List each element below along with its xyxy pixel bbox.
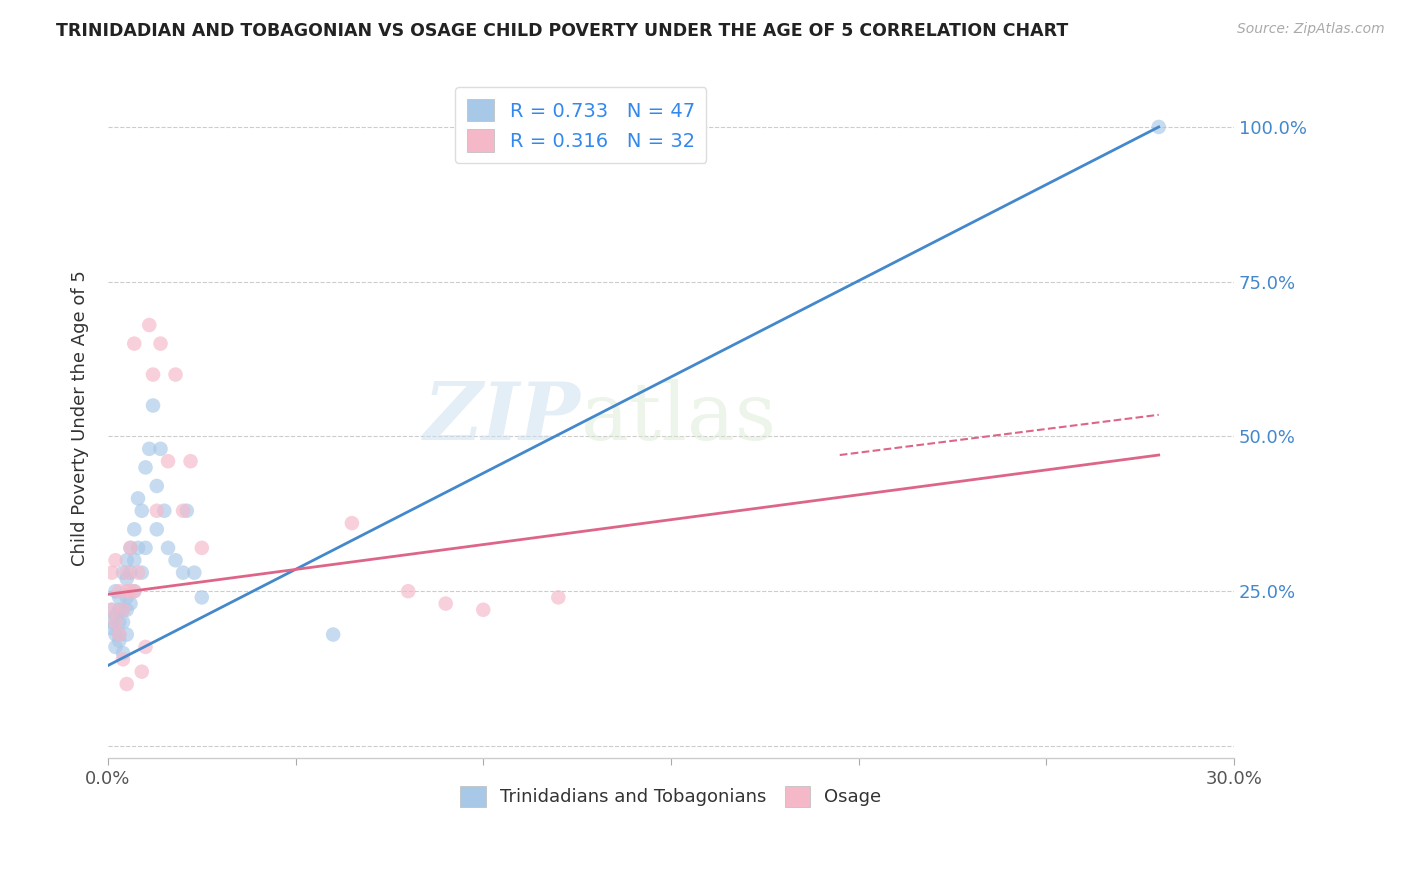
Point	[134, 541, 156, 555]
Point	[131, 665, 153, 679]
Point	[340, 516, 363, 530]
Point	[547, 591, 569, 605]
Point	[191, 591, 214, 605]
Point	[120, 597, 142, 611]
Point	[100, 621, 122, 635]
Point	[149, 442, 172, 456]
Point	[115, 553, 138, 567]
Point	[115, 584, 138, 599]
Point	[115, 572, 138, 586]
Point	[115, 677, 138, 691]
Point	[115, 603, 138, 617]
Point	[127, 541, 149, 555]
Point	[180, 454, 202, 468]
Text: TRINIDADIAN AND TOBAGONIAN VS OSAGE CHILD POVERTY UNDER THE AGE OF 5 CORRELATION: TRINIDADIAN AND TOBAGONIAN VS OSAGE CHIL…	[56, 22, 1069, 40]
Point	[1147, 120, 1170, 134]
Legend: Trinidadians and Tobagonians, Osage: Trinidadians and Tobagonians, Osage	[453, 779, 889, 814]
Point	[153, 504, 176, 518]
Point	[146, 479, 169, 493]
Point	[108, 591, 131, 605]
Point	[108, 584, 131, 599]
Point	[122, 584, 145, 599]
Point	[108, 633, 131, 648]
Point	[104, 627, 127, 641]
Point	[142, 368, 165, 382]
Text: ZIP: ZIP	[425, 379, 581, 457]
Point	[122, 522, 145, 536]
Point	[122, 553, 145, 567]
Point	[104, 553, 127, 567]
Point	[104, 609, 127, 624]
Point	[111, 615, 134, 629]
Point	[108, 627, 131, 641]
Point	[111, 566, 134, 580]
Point	[176, 504, 198, 518]
Point	[108, 627, 131, 641]
Point	[122, 584, 145, 599]
Point	[157, 541, 180, 555]
Point	[111, 646, 134, 660]
Point	[111, 603, 134, 617]
Y-axis label: Child Poverty Under the Age of 5: Child Poverty Under the Age of 5	[72, 270, 89, 566]
Point	[157, 454, 180, 468]
Point	[191, 541, 214, 555]
Text: atlas: atlas	[581, 379, 776, 457]
Point	[165, 368, 187, 382]
Point	[108, 615, 131, 629]
Point	[104, 615, 127, 629]
Point	[127, 566, 149, 580]
Point	[172, 566, 194, 580]
Point	[120, 541, 142, 555]
Point	[100, 615, 122, 629]
Point	[115, 627, 138, 641]
Point	[115, 591, 138, 605]
Point	[100, 603, 122, 617]
Point	[134, 460, 156, 475]
Point	[131, 504, 153, 518]
Point	[138, 318, 160, 332]
Point	[127, 491, 149, 506]
Point	[322, 627, 344, 641]
Point	[104, 584, 127, 599]
Point	[172, 504, 194, 518]
Point	[100, 603, 122, 617]
Point	[120, 584, 142, 599]
Point	[120, 566, 142, 580]
Point	[131, 566, 153, 580]
Text: Source: ZipAtlas.com: Source: ZipAtlas.com	[1237, 22, 1385, 37]
Point	[108, 603, 131, 617]
Point	[122, 336, 145, 351]
Point	[434, 597, 457, 611]
Point	[472, 603, 495, 617]
Point	[149, 336, 172, 351]
Point	[146, 522, 169, 536]
Point	[111, 603, 134, 617]
Point	[396, 584, 419, 599]
Point	[165, 553, 187, 567]
Point	[120, 541, 142, 555]
Point	[134, 640, 156, 654]
Point	[183, 566, 205, 580]
Point	[142, 399, 165, 413]
Point	[111, 652, 134, 666]
Point	[146, 504, 169, 518]
Point	[138, 442, 160, 456]
Point	[104, 640, 127, 654]
Point	[115, 566, 138, 580]
Point	[100, 566, 122, 580]
